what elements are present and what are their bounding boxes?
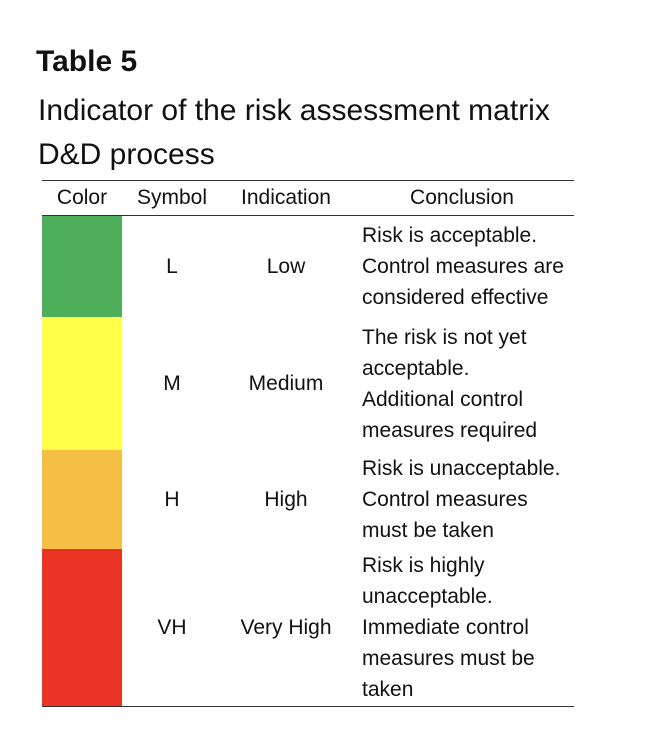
header-symbol: Symbol [136,186,208,209]
color-cell [42,317,122,450]
header-color: Color [56,186,108,209]
table-label: Table 5 [36,45,138,78]
table-row-very-high: VH Very High Risk is highly unacceptable… [42,549,574,706]
symbol-cell: H [164,487,180,511]
color-swatch-high [42,450,122,549]
color-cell [42,450,122,549]
color-cell [42,549,122,706]
conclusion-text: Risk is highly unacceptable. Immediate c… [362,554,535,701]
table-row-low: L Low Risk is acceptable. Control measur… [42,216,574,317]
table-row-medium: M Medium The risk is not yet acceptable.… [42,317,574,450]
header-conclusion: Conclusion [410,186,514,209]
symbol-cell: M [163,371,181,395]
indication-cell: Medium [248,371,324,395]
indication-cell: High [264,487,308,511]
table-caption: Indicator of the risk assessment matrix … [38,89,638,177]
header-indication: Indication [241,186,331,209]
color-swatch-very-high [42,549,122,706]
conclusion-cell: Risk is acceptable. Control measures are… [350,216,574,317]
caption-line-2: D&D process [38,138,215,171]
conclusion-cell: Risk is highly unacceptable. Immediate c… [350,549,574,706]
conclusion-cell: Risk is unacceptable. Control measures m… [350,450,574,549]
indication-cell: Very High [240,615,332,639]
risk-matrix-table: Color Symbol Indication Conclusion L Low… [42,180,574,707]
conclusion-text: Risk is acceptable. Control measures are… [362,224,564,309]
table-row-high: H High Risk is unacceptable. Control mea… [42,450,574,549]
symbol-cell: L [166,254,178,278]
symbol-cell: VH [157,615,187,639]
conclusion-cell: The risk is not yet acceptable. Addition… [350,317,574,450]
color-cell [42,216,122,317]
conclusion-text: The risk is not yet acceptable. Addition… [362,325,538,442]
indication-cell: Low [266,254,306,278]
color-swatch-low [42,216,122,317]
caption-line-1: Indicator of the risk assessment matrix [38,94,550,127]
table-header-row: Color Symbol Indication Conclusion [42,181,574,216]
conclusion-text: Risk is unacceptable. Control measures m… [362,457,561,542]
color-swatch-medium [42,317,122,450]
